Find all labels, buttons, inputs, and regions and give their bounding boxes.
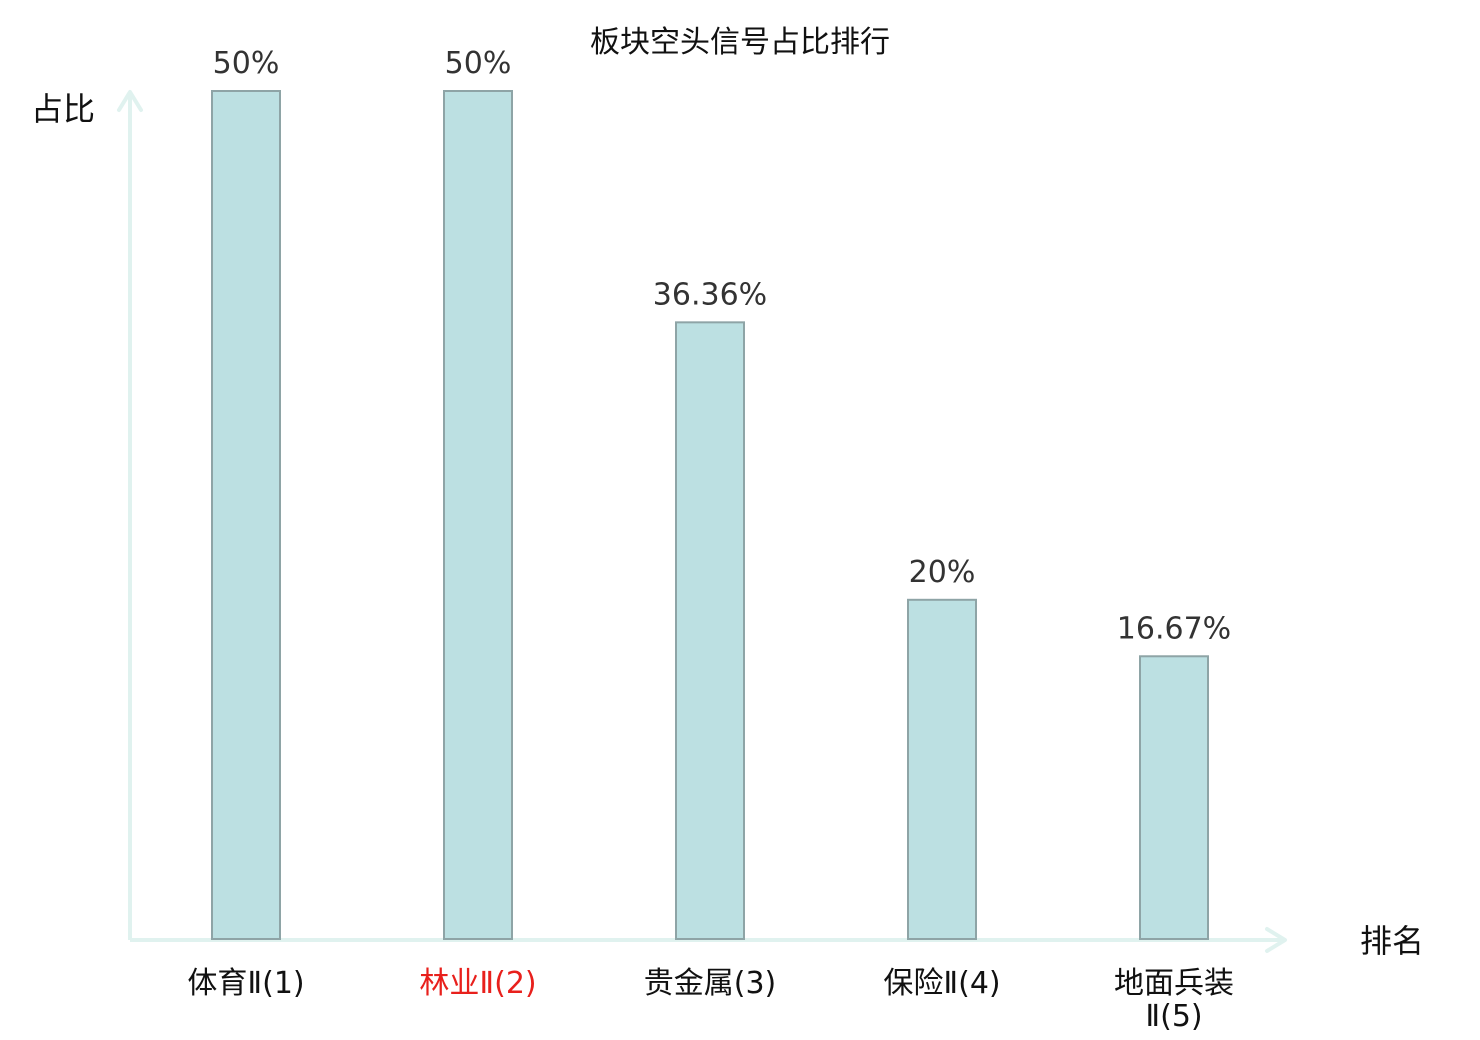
category-label-line: 体育Ⅱ(1)	[187, 966, 304, 1001]
bar-5	[1139, 655, 1209, 940]
bar-3	[675, 321, 745, 940]
bar-4	[907, 598, 977, 940]
category-label-line: 贵金属(3)	[644, 966, 777, 1001]
x-axis-arrow-icon	[1265, 927, 1287, 953]
category-label-line: Ⅱ(5)	[1145, 999, 1202, 1034]
x-axis-label: 排名	[1360, 922, 1424, 960]
category-label-2: 林业Ⅱ(2)	[419, 966, 536, 1001]
bar-1	[211, 90, 281, 940]
value-label-5: 16.67%	[1117, 611, 1231, 646]
category-label-3: 贵金属(3)	[644, 966, 777, 1001]
category-label-4: 保险Ⅱ(4)	[883, 966, 1000, 1001]
value-label-2: 50%	[445, 46, 512, 81]
category-label-1: 体育Ⅱ(1)	[187, 966, 304, 1001]
chart-title: 板块空头信号占比排行	[590, 25, 890, 60]
value-label-4: 20%	[909, 555, 976, 590]
y-axis-arrow-icon	[117, 90, 143, 112]
category-labels: 体育Ⅱ(1) 林业Ⅱ(2) 贵金属(3) 保险Ⅱ(4) 地面兵装 Ⅱ(5)	[187, 966, 1234, 1034]
y-axis-label: 占比	[31, 90, 95, 128]
category-label-5: 地面兵装 Ⅱ(5)	[1114, 966, 1234, 1034]
bar-2	[443, 90, 513, 940]
value-label-1: 50%	[213, 46, 280, 81]
value-label-3: 36.36%	[653, 277, 767, 312]
value-labels: 50% 50% 36.36% 20% 16.67%	[213, 46, 1232, 646]
bars	[211, 90, 1209, 940]
category-label-line: 地面兵装	[1114, 966, 1234, 1001]
category-label-line: 林业Ⅱ(2)	[419, 966, 536, 1001]
category-label-line: 保险Ⅱ(4)	[883, 966, 1000, 1001]
